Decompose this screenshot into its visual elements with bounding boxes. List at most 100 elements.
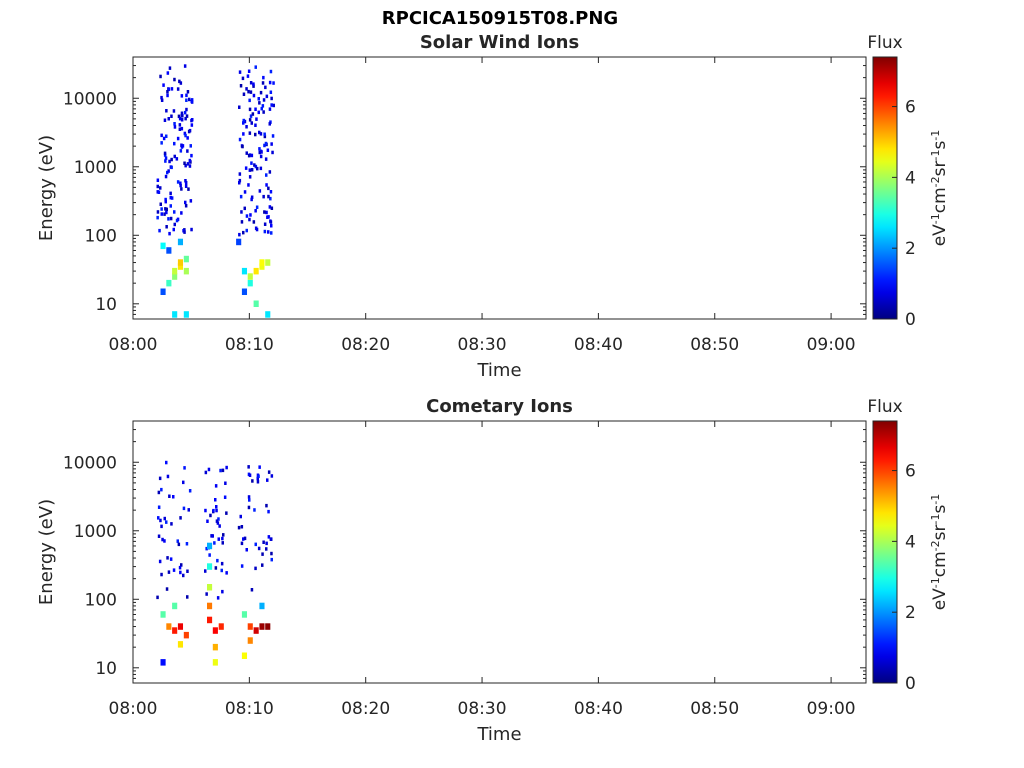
sparse-cell xyxy=(248,107,252,112)
sparse-cell xyxy=(242,92,246,96)
sparse-cell xyxy=(250,168,254,172)
sparse-cell xyxy=(258,147,261,151)
sparse-cell xyxy=(270,142,273,146)
x-axis-label: Time xyxy=(476,360,521,381)
sparse-cell xyxy=(250,195,254,199)
colorbar-units: eV-1cm-2sr-1s-1 xyxy=(929,130,951,247)
sparse-cell xyxy=(241,76,245,81)
sparse-cell xyxy=(189,144,192,148)
flux-cell xyxy=(183,311,189,318)
sparse-cell xyxy=(170,522,173,526)
flux-cell xyxy=(207,563,213,570)
x-tick-label: 08:40 xyxy=(574,699,623,719)
sparse-cell xyxy=(257,474,260,478)
sparse-cell xyxy=(224,481,227,485)
figure-title: RPCICA150915T08.PNG xyxy=(381,8,619,29)
sparse-cell xyxy=(240,220,244,224)
sparse-cell xyxy=(225,465,228,470)
sparse-cell xyxy=(178,565,182,570)
colorbar-tick-label: 0 xyxy=(905,674,916,694)
x-tick-label: 08:20 xyxy=(341,335,390,355)
sparse-cell xyxy=(221,536,224,541)
panel-cometary: 08:00 08:10 08:20 08:30 08:40 08:50 09:00 10 100… xyxy=(36,396,950,745)
plot-frame xyxy=(132,420,867,684)
sparse-cell xyxy=(184,204,188,208)
sparse-cell xyxy=(243,206,246,211)
sparse-cell xyxy=(252,93,256,98)
sparse-cell xyxy=(157,190,161,194)
sparse-cell xyxy=(175,218,179,223)
sparse-cell xyxy=(247,69,251,73)
sparse-cell xyxy=(180,94,184,98)
sparse-cell xyxy=(156,178,160,182)
sparse-cell xyxy=(263,229,267,234)
sparse-cell xyxy=(172,568,176,572)
sparse-cell xyxy=(166,93,169,98)
sparse-cell xyxy=(250,153,254,158)
sparse-cell xyxy=(254,164,258,169)
sparse-cell xyxy=(217,537,220,541)
y-tick-label: 10 xyxy=(95,659,117,679)
sparse-cell xyxy=(240,525,244,529)
flux-cell xyxy=(241,611,248,618)
sparse-cell xyxy=(183,466,186,470)
flux-cell xyxy=(160,288,166,295)
sparse-cell xyxy=(184,179,187,183)
x-tick-label: 08:40 xyxy=(574,335,623,355)
sparse-cell xyxy=(247,89,250,94)
panel-title: Solar Wind Ions xyxy=(420,32,579,53)
sparse-cell xyxy=(238,137,242,142)
sparse-cell xyxy=(184,184,188,188)
colorbar-tick-label: 4 xyxy=(905,168,916,188)
sparse-cell xyxy=(270,551,273,556)
sparse-cell xyxy=(271,134,275,138)
sparse-cell xyxy=(258,465,261,469)
sparse-cell xyxy=(268,107,272,111)
x-tick-label: 08:50 xyxy=(690,335,739,355)
sparse-cell xyxy=(206,519,209,523)
sparse-cell xyxy=(272,103,275,108)
sparse-cell xyxy=(190,99,193,104)
sparse-cell xyxy=(251,112,255,116)
sparse-cell xyxy=(168,494,171,498)
sparse-cell xyxy=(180,126,184,131)
sparse-cell xyxy=(265,541,268,546)
sparse-cell xyxy=(159,202,162,206)
sparse-cell xyxy=(166,556,169,560)
y-tick-label: 1000 xyxy=(74,522,117,542)
sparse-cell xyxy=(267,509,270,514)
sparse-cell xyxy=(184,163,187,168)
sparse-cell xyxy=(268,122,271,126)
sparse-cell xyxy=(166,170,169,175)
flux-cell xyxy=(259,259,265,266)
sparse-cell xyxy=(254,132,257,137)
x-axis-label: Time xyxy=(476,724,521,745)
flux-cell xyxy=(160,659,166,666)
sparse-cell xyxy=(177,542,181,547)
sparse-cell xyxy=(265,173,268,177)
sparse-cell xyxy=(247,495,251,499)
sparse-cell xyxy=(218,524,221,528)
sparse-cell xyxy=(184,133,187,138)
sparse-cell xyxy=(259,132,263,136)
sparse-cell xyxy=(213,541,216,545)
sparse-cell xyxy=(223,495,227,499)
sparse-cell xyxy=(268,205,272,209)
sparse-cell xyxy=(225,571,228,575)
sparse-cell xyxy=(264,141,268,146)
sparse-cell xyxy=(220,568,223,573)
sparse-cell xyxy=(242,132,245,136)
sparse-cell xyxy=(188,489,192,493)
sparse-cell xyxy=(267,535,271,539)
sparse-cell xyxy=(177,114,181,119)
sparse-cell xyxy=(165,210,168,215)
sparse-cell xyxy=(265,183,268,187)
sparse-cell xyxy=(270,103,273,107)
colorbar-tick-label: 4 xyxy=(905,532,916,552)
x-tick-label: 09:00 xyxy=(807,699,856,719)
sparse-cell xyxy=(250,197,253,202)
flux-cell xyxy=(183,631,189,639)
sparse-cell xyxy=(254,65,257,69)
sparse-cell xyxy=(176,87,180,91)
sparse-cell xyxy=(165,134,168,138)
